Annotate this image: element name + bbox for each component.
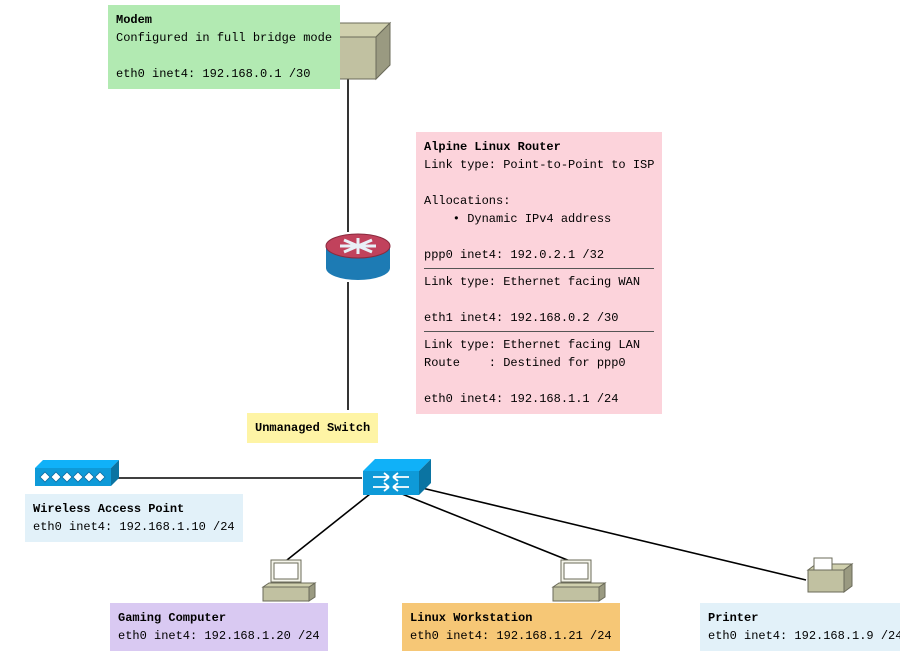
box-line: Link type: Ethernet facing WAN — [424, 275, 640, 289]
router-label: Alpine Linux Router Link type: Point-to-P… — [416, 132, 662, 414]
box-line: Configured in full bridge mode — [116, 31, 332, 45]
box-title: Gaming Computer — [118, 609, 320, 627]
box-title: Linux Workstation — [410, 609, 612, 627]
box-line: Link type: Point-to-Point to ISP — [424, 158, 654, 172]
box-line: eth0 inet4: 192.168.1.21 /24 — [410, 629, 612, 643]
box-line: eth0 inet4: 192.168.1.1 /24 — [424, 392, 618, 406]
box-line: Link type: Ethernet facing LAN — [424, 338, 640, 352]
box-title: Unmanaged Switch — [255, 419, 370, 437]
box-line: • Dynamic IPv4 address — [424, 212, 611, 226]
box-line: Allocations: — [424, 194, 510, 208]
box-title: Alpine Linux Router — [424, 138, 654, 156]
box-title: Modem — [116, 11, 332, 29]
printer-label: Printer eth0 inet4: 192.168.1.9 /24 — [700, 603, 900, 651]
gaming-label: Gaming Computer eth0 inet4: 192.168.1.20 … — [110, 603, 328, 651]
box-line: eth1 inet4: 192.168.0.2 /30 — [424, 311, 618, 325]
linux-label: Linux Workstation eth0 inet4: 192.168.1.2… — [402, 603, 620, 651]
modem-label: Modem Configured in full bridge mode eth0… — [108, 5, 340, 89]
box-line: eth0 inet4: 192.168.1.10 /24 — [33, 520, 235, 534]
box-line: eth0 inet4: 192.168.1.9 /24 — [708, 629, 900, 643]
box-line: ppp0 inet4: 192.0.2.1 /32 — [424, 248, 604, 262]
box-title: Wireless Access Point — [33, 500, 235, 518]
switch-label: Unmanaged Switch — [247, 413, 378, 443]
box-line: eth0 inet4: 192.168.0.1 /30 — [116, 67, 310, 81]
wap-label: Wireless Access Point eth0 inet4: 192.168… — [25, 494, 243, 542]
box-title: Printer — [708, 609, 900, 627]
box-line: Route : Destined for ppp0 — [424, 356, 626, 370]
box-line: eth0 inet4: 192.168.1.20 /24 — [118, 629, 320, 643]
